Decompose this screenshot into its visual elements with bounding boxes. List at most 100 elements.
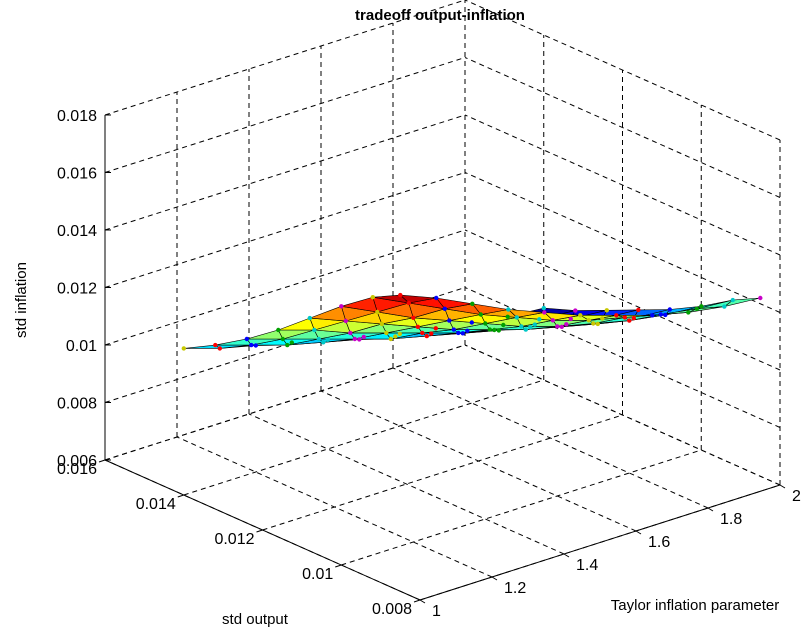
surface-point (600, 316, 604, 320)
surface-point (344, 319, 348, 323)
surface-point (434, 296, 438, 300)
y-tick-label: 2 (792, 488, 801, 505)
z-tick-label: 0.018 (57, 108, 97, 125)
surface-point (506, 307, 510, 311)
surface-point (398, 332, 402, 336)
x-tick-label: 0.008 (372, 601, 412, 618)
surface-point (605, 308, 609, 312)
surface-point (488, 327, 492, 331)
tick-labels-layer: 0.0080.010.0120.0140.01611.21.41.61.820.… (57, 108, 801, 620)
y-tick-label: 1.8 (720, 511, 742, 528)
surface-point (551, 318, 555, 322)
grid-line (105, 115, 465, 230)
surface-point (254, 343, 258, 347)
x-tick-mark (414, 600, 420, 602)
surface-point (537, 317, 541, 321)
surface-point (483, 321, 487, 325)
surface-point (420, 331, 424, 335)
surface-point (659, 312, 663, 316)
x-tick-mark (335, 565, 341, 567)
z-tick-label: 0.01 (66, 338, 97, 355)
surface-point (699, 304, 703, 308)
surface-point (542, 306, 546, 310)
surface-point (443, 307, 447, 311)
grid-line (105, 345, 465, 460)
grid-line (105, 58, 465, 173)
surface-point (560, 325, 564, 329)
surface-point (533, 322, 537, 326)
surface-point (249, 343, 253, 347)
z-tick-label: 0.008 (57, 396, 97, 413)
surface-point (632, 316, 636, 320)
surface-point (695, 307, 699, 311)
surface-point (578, 313, 582, 317)
surface-point (461, 331, 465, 335)
surface-point (623, 315, 627, 319)
surface-point (245, 337, 249, 341)
y-tick-mark (420, 600, 425, 603)
y-tick-mark (708, 508, 713, 511)
surface-point (452, 327, 456, 331)
x-tick-mark (99, 460, 105, 462)
surface-point (276, 328, 280, 332)
surface-point (380, 322, 384, 326)
surface-point (407, 301, 411, 305)
y-tick-mark (636, 531, 641, 534)
surface-point (389, 337, 393, 341)
x-tick-label: 0.012 (214, 531, 254, 548)
surface-point (465, 329, 469, 333)
surface-point (564, 322, 568, 326)
y-tick-label: 1.4 (576, 557, 598, 574)
surface-point (429, 331, 433, 335)
grid-line (321, 391, 636, 531)
x-tick-label: 0.01 (302, 566, 333, 583)
grid-line (177, 437, 492, 577)
z-tick-label: 0.016 (57, 166, 97, 183)
surface-point (321, 340, 325, 344)
x-tick-mark (178, 495, 184, 497)
surface-point (425, 334, 429, 338)
surface-point (636, 308, 640, 312)
surface-point (411, 316, 415, 320)
surface-point (596, 322, 600, 326)
surface-point (348, 331, 352, 335)
surface-point (686, 310, 690, 314)
surface-point (569, 317, 573, 321)
surface-point (357, 337, 361, 341)
surface-point (542, 310, 546, 314)
grid-line (465, 173, 780, 313)
surface-point (519, 324, 523, 328)
surface-point (362, 335, 366, 339)
surface-point (731, 298, 735, 302)
surface-face (310, 306, 346, 321)
surface-point (339, 304, 343, 308)
z-tick-label: 0.006 (57, 453, 97, 470)
surface-point (317, 337, 321, 341)
x-axis-label: std output (222, 611, 289, 628)
z-tick-label: 0.012 (57, 281, 97, 298)
surface-point (371, 295, 375, 299)
surface-point (456, 331, 460, 335)
surface-point (668, 307, 672, 311)
surface-point (182, 346, 186, 350)
surface-point (398, 293, 402, 297)
surface-point (506, 315, 510, 319)
z-axis-label: std inflation (13, 262, 30, 338)
surface-point (627, 318, 631, 322)
surface-point (501, 323, 505, 327)
surface-point (555, 324, 559, 328)
surface-point (447, 318, 451, 322)
surface-point (308, 316, 312, 320)
chart-title: tradeoff output-inflation (355, 7, 525, 24)
y-tick-label: 1.2 (504, 580, 526, 597)
surface-point (375, 310, 379, 314)
x-tick-mark (257, 530, 263, 532)
surface-point (614, 313, 618, 317)
surface-point (587, 318, 591, 322)
y-tick-mark (564, 554, 569, 557)
surface-point (479, 312, 483, 316)
grid-line (263, 415, 623, 530)
grid-line (249, 414, 564, 554)
surface-point (573, 308, 577, 312)
